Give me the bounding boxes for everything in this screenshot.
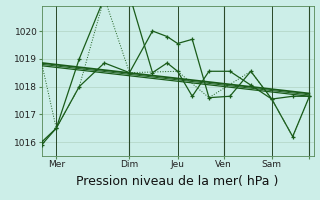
X-axis label: Pression niveau de la mer( hPa ): Pression niveau de la mer( hPa ): [76, 175, 279, 188]
